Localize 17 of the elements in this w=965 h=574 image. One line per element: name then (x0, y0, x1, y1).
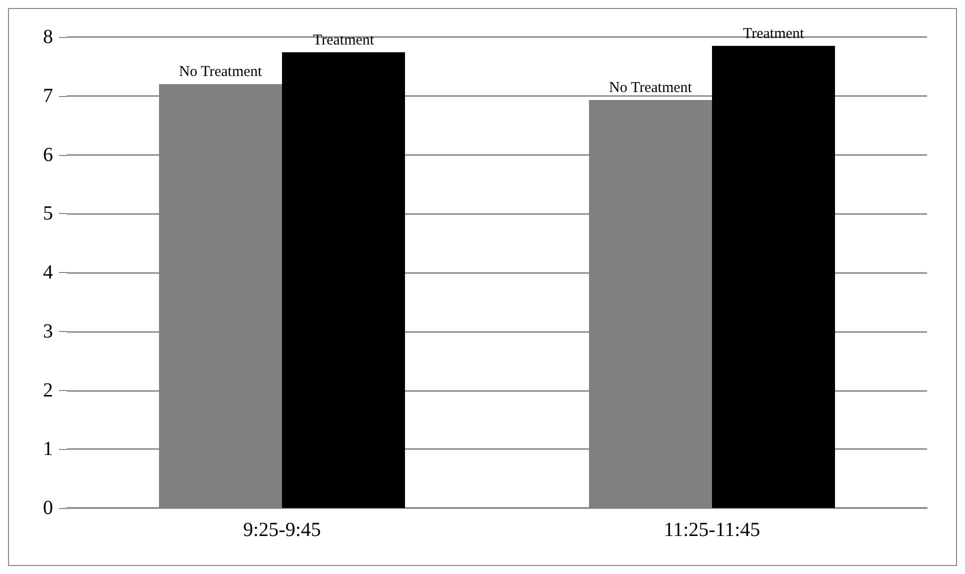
text: Treatment (312, 32, 374, 48)
x-tick-label: 9:25-9:45 (243, 519, 321, 541)
series-label: No Treatment (179, 64, 263, 80)
y-tick-label: 5 (43, 202, 53, 225)
text: No Treatment (609, 80, 692, 96)
y-tick-label: 3 (43, 320, 53, 342)
y-tick-label: 7 (43, 84, 53, 107)
bar (712, 46, 835, 508)
y-tick-label: 6 (43, 144, 53, 166)
y-tick-label: 2 (43, 379, 53, 402)
y-tick-label: 8 (43, 26, 53, 48)
y-tick-label: 1 (43, 438, 53, 460)
y-tick-label: 0 (43, 497, 53, 519)
x-tick-label: 11:25-11:45 (664, 519, 760, 541)
bar (282, 52, 405, 508)
series-label: Treatment (742, 26, 805, 42)
y-tick-label: 4 (43, 262, 53, 284)
